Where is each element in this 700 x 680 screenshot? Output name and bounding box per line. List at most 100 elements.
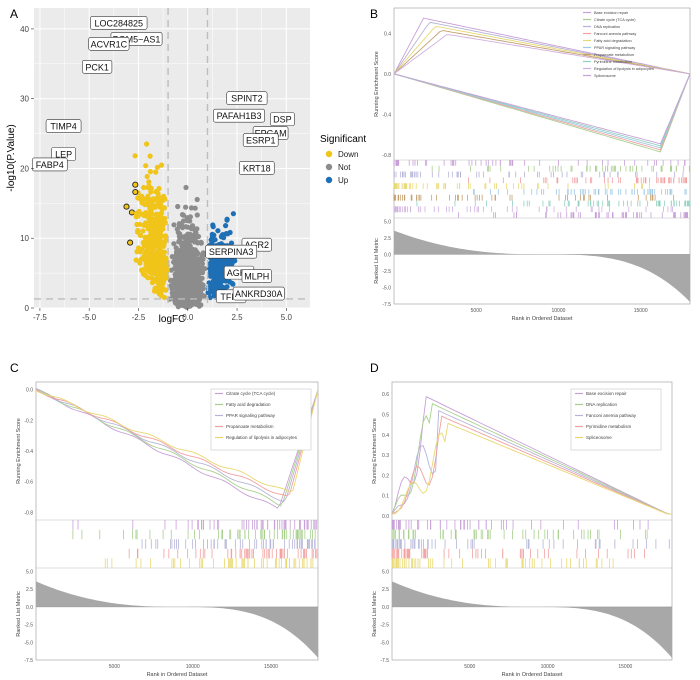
- volcano-point: [187, 303, 193, 309]
- gene-label-text: AGR3: [227, 268, 252, 278]
- rank-tick-label: -5.0: [382, 285, 391, 291]
- x-tick-label: 10000: [541, 664, 555, 670]
- gene-label-box: [90, 16, 148, 30]
- volcano-point: [173, 245, 179, 251]
- es-tick-label: -0.4: [24, 449, 33, 455]
- volcano-point: [183, 250, 189, 256]
- volcano-point: [173, 271, 179, 277]
- volcano-point: [171, 222, 177, 228]
- volcano-point: [194, 270, 200, 276]
- gene-label-text: PCK1: [85, 62, 109, 72]
- volcano-point: [212, 262, 218, 269]
- es-tick-label: 0.3: [382, 453, 389, 459]
- es-tick-label: 0.1: [382, 494, 389, 500]
- es-curve: [35, 389, 319, 493]
- x-tick-label: -2.5: [132, 313, 146, 322]
- volcano-point: [171, 266, 178, 272]
- volcano-point: [186, 238, 192, 245]
- es-tick-label: -0.8: [24, 510, 33, 516]
- legend-entries: Down Not Up: [325, 150, 358, 185]
- volcano-point: [141, 184, 147, 191]
- es-curve: [393, 17, 691, 75]
- volcano-point: [128, 209, 135, 216]
- gene-label: SERPINA3: [205, 244, 258, 259]
- gsea-panel-b: -0.8 -0.4 0.0 0.4 5.0 2.5 0.0 -2.5 -5.0 -7.5 5000 1…: [374, 7, 691, 322]
- gsea-legend-label: Fatty acid degradation: [226, 402, 271, 407]
- volcano-point: [172, 300, 178, 306]
- es-curve: [35, 389, 319, 509]
- gsea-legend-label: Spliceosome: [586, 435, 612, 440]
- gsea-legend-label: Pyrimidine metabolism: [594, 60, 632, 64]
- volcano-point: [156, 198, 163, 204]
- es-curves: [393, 17, 691, 153]
- volcano-point: [152, 226, 158, 232]
- es-curves: [391, 396, 672, 515]
- gsea-legend-label: Base excision repair: [594, 11, 629, 15]
- volcano-point: [198, 257, 204, 263]
- volcano-point: [140, 228, 146, 234]
- volcano-point: [147, 263, 153, 269]
- volcano-point: [155, 212, 161, 218]
- panel-label-a: A: [10, 7, 18, 21]
- gene-label-text: TFF1: [220, 292, 242, 302]
- gsea-legend-label: Fanconi anemia pathway: [586, 413, 637, 418]
- gene-label-box: [205, 244, 258, 259]
- volcano-point: [188, 205, 195, 211]
- volcano-point: [181, 276, 187, 282]
- volcano-point: [164, 259, 170, 265]
- gene-label: KRT18: [238, 161, 275, 175]
- volcano-y-axis-title: -log10(P.Value): [6, 124, 17, 191]
- volcano-point: [162, 196, 168, 202]
- volcano-point: [180, 218, 187, 224]
- x-tick-label: 5000: [464, 664, 475, 670]
- volcano-point: [225, 231, 231, 237]
- es-curve: [393, 21, 691, 75]
- legend-swatch: [325, 176, 333, 184]
- rank-tick-label: -2.5: [24, 623, 33, 629]
- x-tick-label: 10000: [186, 664, 200, 670]
- rank-tick-label: 5.0: [384, 219, 391, 225]
- gsea-legend-label: Propanoate metabolism: [594, 53, 634, 57]
- volcano-point: [222, 259, 228, 265]
- x-tick-label: 15000: [264, 664, 278, 670]
- rank-axis-title: Ranked List Metric: [372, 591, 378, 637]
- es-curve: [391, 422, 672, 515]
- gene-label-text: TIMP4: [50, 122, 77, 132]
- es-tick-label: 0.6: [382, 392, 389, 398]
- volcano-point: [155, 259, 161, 265]
- volcano-point: [179, 300, 185, 306]
- volcano-point: [224, 217, 230, 223]
- volcano-point: [180, 281, 187, 287]
- volcano-point: [156, 278, 162, 284]
- volcano-point: [184, 259, 190, 265]
- gsea-legend-label: Fatty acid degradation: [594, 39, 632, 43]
- volcano-point: [145, 240, 151, 246]
- es-curve: [393, 26, 691, 75]
- es-tick-label: 0.0: [382, 514, 389, 520]
- volcano-point: [218, 274, 224, 280]
- volcano-point: [132, 153, 138, 159]
- volcano-point: [185, 224, 191, 230]
- volcano-point: [211, 282, 217, 288]
- gsea-legend-box: [210, 388, 312, 451]
- volcano-point: [193, 290, 199, 296]
- volcano-point: [194, 196, 200, 203]
- es-tick-label: 0.4: [384, 31, 391, 37]
- gene-label-box: [241, 269, 272, 283]
- volcano-point: [150, 252, 156, 258]
- gene-label-box: [238, 161, 275, 175]
- gene-label: MLPH: [241, 269, 272, 283]
- volcano-point: [207, 261, 213, 268]
- volcano-point: [140, 269, 146, 275]
- gene-label-text: FABP4: [36, 160, 64, 170]
- volcano-point: [154, 164, 160, 170]
- gene-label: ANKRD30A: [232, 286, 285, 301]
- ranked-metric-area: [394, 230, 690, 302]
- rank-axis-title: Ranked List Metric: [16, 591, 22, 637]
- es-curve: [393, 73, 691, 147]
- es-curve: [393, 73, 691, 145]
- volcano-point: [208, 267, 215, 273]
- rank-tick-label: -2.5: [382, 269, 391, 275]
- volcano-point: [144, 141, 150, 147]
